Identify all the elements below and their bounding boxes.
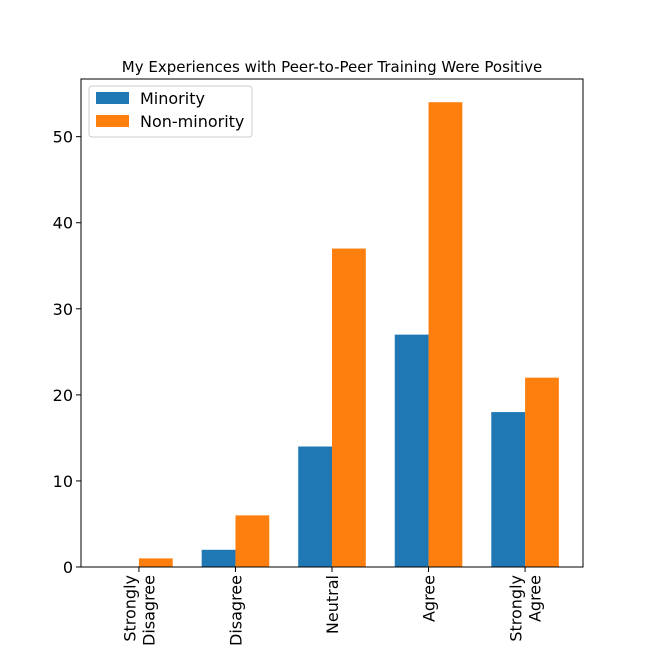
legend-swatch: [96, 92, 129, 104]
y-axis: 0 10 20 30 40 50: [53, 128, 81, 577]
bars: [138, 102, 559, 567]
bar-non-minority-3: [428, 102, 463, 567]
legend-label: Minority: [140, 89, 205, 108]
bar-non-minority-2: [332, 248, 366, 567]
legend-label: Non-minority: [140, 112, 244, 131]
y-tick-label: 0: [63, 558, 73, 577]
legend: Minority Non-minority: [88, 85, 253, 138]
x-tick-label: Strongly: [120, 575, 139, 642]
x-axis: Strongly Disagree Disagree Neutral Agree Stro…: [120, 567, 545, 646]
bar-non-minority-4: [525, 377, 559, 567]
legend-swatch: [96, 115, 129, 127]
x-tick-label: Disagree: [139, 575, 158, 646]
x-tick-label: Strongly: [507, 575, 526, 642]
bar-minority-4: [491, 412, 526, 567]
bar-minority-2: [298, 446, 332, 567]
y-tick-label: 10: [53, 472, 73, 491]
legend-box: [88, 85, 253, 138]
y-tick-label: 30: [53, 300, 73, 319]
x-tick-label: Agree: [420, 575, 439, 622]
bar-minority-1: [201, 549, 236, 567]
x-tick-label: Disagree: [226, 575, 245, 646]
y-tick-label: 50: [53, 128, 73, 147]
bar-minority-3: [394, 334, 429, 567]
bar-non-minority-0: [138, 558, 173, 567]
y-tick-label: 40: [53, 214, 73, 233]
x-tick-label: Neutral: [323, 575, 342, 634]
x-tick-label: Agree: [526, 575, 545, 622]
chart-title: My Experiences with Peer-to-Peer Trainin…: [122, 58, 542, 76]
bar-non-minority-1: [235, 515, 270, 567]
y-tick-label: 20: [53, 386, 73, 405]
